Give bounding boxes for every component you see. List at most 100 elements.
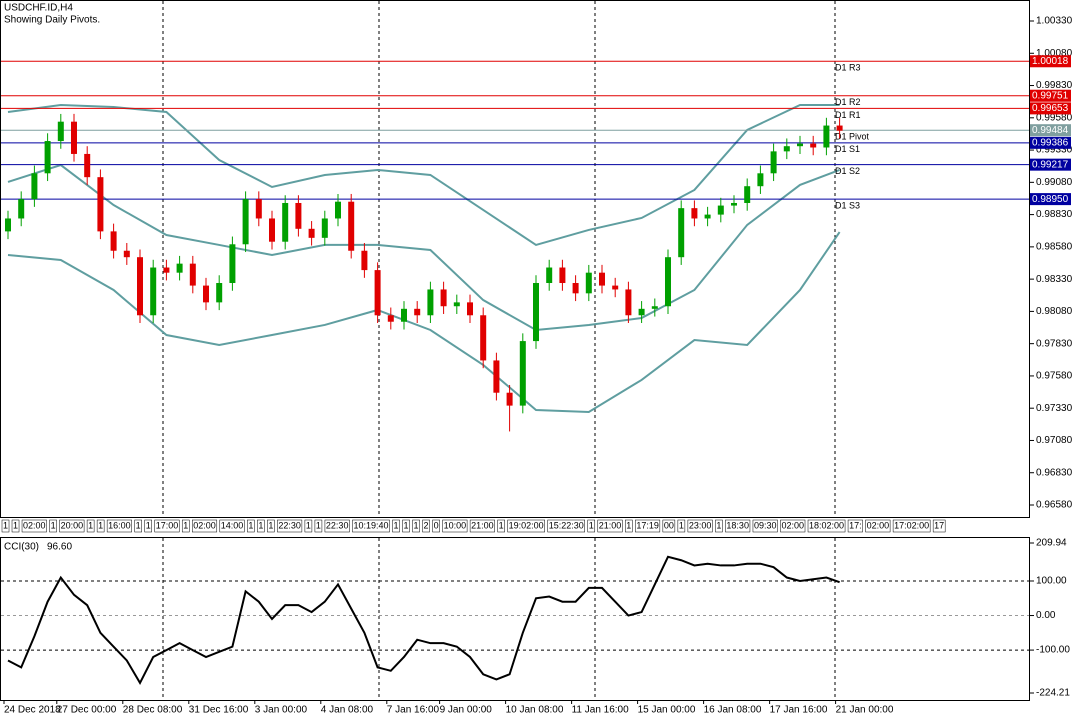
strip-box [442, 519, 468, 533]
x-tick-label: 3 Jan 00:00 [255, 705, 308, 716]
strip-box [267, 519, 275, 533]
strip-box [192, 519, 218, 533]
candle-body [374, 270, 381, 316]
strip-box [780, 519, 806, 533]
y-tick-label: 0.99830 [1036, 80, 1073, 91]
y-tick-label: 0.00 [1036, 610, 1056, 621]
candle-body [506, 392, 513, 406]
strip-box [635, 519, 661, 533]
band-line [7, 231, 841, 413]
candle-body [308, 228, 315, 238]
candle-body [731, 202, 737, 206]
candle-body [744, 186, 751, 203]
candle-body [559, 267, 566, 284]
candle-body [691, 208, 698, 219]
candle-body [269, 218, 275, 242]
strip-label: 17:02:00 [894, 520, 929, 530]
strip-label: 1 [414, 520, 419, 530]
strip-box [687, 519, 713, 533]
x-tick-label: 21 Jan 00:00 [836, 705, 894, 716]
pivot-name: D1 Pivot [835, 132, 870, 142]
y-tick-label: 0.98580 [1036, 242, 1073, 253]
candle-body [440, 289, 447, 307]
price-box [1030, 193, 1071, 206]
price-box [1030, 136, 1071, 149]
strip-box [865, 519, 891, 533]
strip-label: 21:00 [471, 520, 494, 530]
strip-box [11, 519, 20, 533]
candle-body [137, 257, 143, 316]
strip-label: 1 [268, 520, 273, 530]
strip-box [134, 519, 142, 533]
strip-label: 17 [934, 520, 944, 530]
strip-box [1, 519, 10, 533]
strip-box [352, 519, 390, 533]
strip-label: 10:19:40 [353, 520, 388, 530]
pivot-name: D1 S3 [835, 200, 860, 210]
strip-box [324, 519, 350, 533]
candle-body [704, 214, 711, 219]
strip-box [392, 519, 400, 533]
strip-label: 02:00 [781, 520, 804, 530]
strip-box [106, 519, 132, 533]
candle-body [18, 199, 25, 219]
strip-label: 14:00 [221, 520, 244, 530]
strip-box [402, 519, 410, 533]
y-tick-label: 0.99080 [1036, 177, 1073, 188]
candle-body [5, 218, 11, 232]
strip-box [219, 519, 245, 533]
candle-body [176, 263, 183, 273]
x-tick-label: 4 Jan 08:00 [321, 705, 374, 716]
candle-body [242, 199, 249, 245]
candle-body [348, 201, 355, 251]
strip-label: 1 [716, 520, 721, 530]
candle-body [585, 272, 592, 294]
candle-body [123, 250, 130, 258]
candle-body [651, 306, 658, 309]
x-tick-label: 11 Jan 16:00 [572, 705, 630, 716]
strip-box [86, 519, 95, 533]
strip-box [96, 519, 105, 533]
candle-body [282, 202, 289, 242]
strip-label: 10:00 [444, 520, 467, 530]
candle-body [97, 177, 104, 232]
strip-label: 15:22:30 [549, 520, 584, 530]
candle-body [453, 302, 460, 307]
strip-box [49, 519, 57, 533]
pivot-name: D1 R1 [835, 110, 861, 120]
candle-body [797, 143, 803, 147]
chart-subtitle: Showing Daily Pivots. [4, 15, 100, 26]
strip-label: 1 [136, 520, 141, 530]
price-box-label: 0.99751 [1032, 90, 1069, 101]
price-box-label: 1.00018 [1032, 56, 1069, 67]
strip-label: 1 [306, 520, 311, 530]
strip-label: 20:00 [61, 520, 84, 530]
strip-label: 00 [664, 520, 674, 530]
y-tick-label: 0.97080 [1036, 435, 1073, 446]
candle-body [612, 285, 619, 290]
candle-body [203, 285, 209, 303]
strip-label: 1 [51, 520, 56, 530]
candle-body [823, 125, 830, 148]
strip-label: 1 [146, 520, 151, 530]
strip-box [314, 519, 323, 533]
candle-body [678, 208, 685, 258]
strip-label: 02:00 [193, 520, 216, 530]
candle-body [533, 283, 539, 342]
strip-label: 1 [98, 520, 103, 530]
candle-body [31, 173, 38, 200]
price-box-label: 0.99217 [1032, 159, 1069, 170]
y-tick-label: 0.97330 [1036, 403, 1073, 414]
strip-label: 22:30 [278, 520, 301, 530]
candle-body [519, 341, 526, 406]
y-tick-label: -224.21 [1036, 688, 1070, 699]
candle-body [770, 151, 777, 174]
time-strip: 1 1 02:00 1 20:00 1 1 16:00 1 1 17:00 1 02:00 14:00 1 1… [1, 519, 946, 533]
candle-body [414, 308, 421, 316]
x-tick-label: 27 Dec 00:00 [57, 705, 117, 716]
strip-label: 0 [434, 520, 439, 530]
candle-body [335, 201, 341, 219]
x-tick-label: 31 Dec 16:00 [189, 705, 249, 716]
strip-box [597, 519, 623, 533]
strip-box [469, 519, 495, 533]
